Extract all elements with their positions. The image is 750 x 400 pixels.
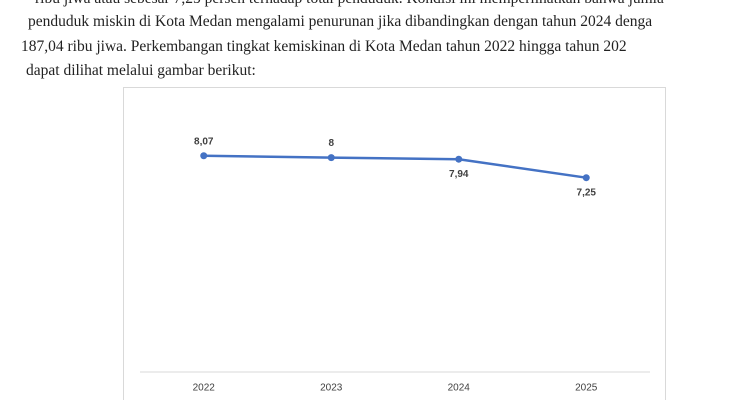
chart-frame xyxy=(123,87,666,400)
x-tick-label: 2024 xyxy=(448,383,471,394)
value-label: 7,94 xyxy=(449,169,469,180)
data-line xyxy=(203,154,587,179)
value-label: 8,07 xyxy=(194,136,214,147)
x-tick-label: 2023 xyxy=(320,383,343,394)
text-line: 187,04 ribu jiwa. Perkembangan tingkat k… xyxy=(21,38,627,55)
text-line: dapat dilihat melalui gambar berikut: xyxy=(26,62,256,79)
value-label: 8 xyxy=(328,138,334,149)
x-tick-label: 2022 xyxy=(193,383,216,394)
data-point xyxy=(200,152,208,160)
x-tick-label: 2025 xyxy=(575,383,598,394)
text-line: penduduk miskin di Kota Medan mengalami … xyxy=(28,13,653,30)
data-point xyxy=(582,174,590,182)
data-point xyxy=(455,155,463,163)
value-label: 7,25 xyxy=(577,187,597,198)
data-point xyxy=(327,154,335,162)
text-line: ribu jiwa atau sebesar 7,25 persen terha… xyxy=(35,0,664,8)
